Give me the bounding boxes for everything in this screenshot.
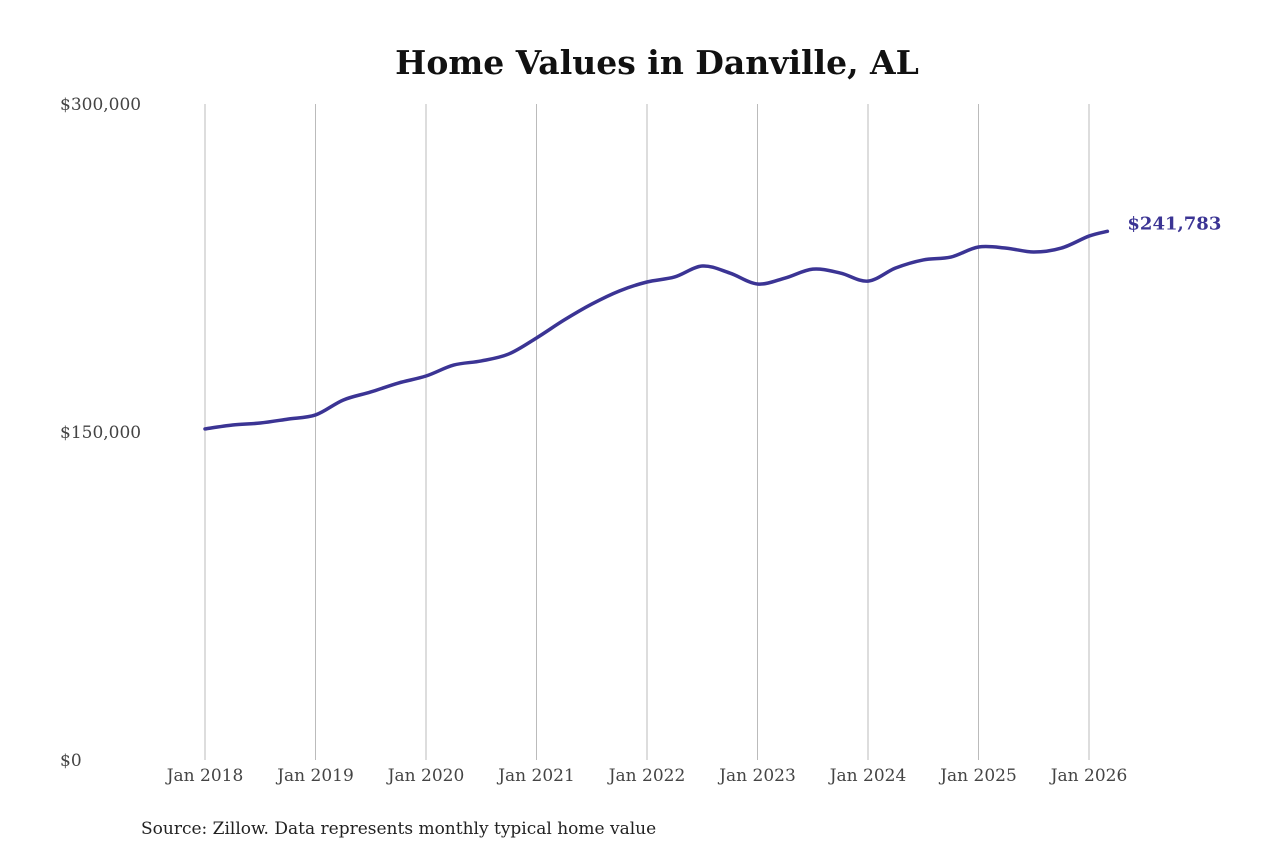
x-tick-label: Jan 2019 (275, 766, 354, 786)
chart-title: Home Values in Danville, AL (395, 43, 919, 82)
y-tick-label: $0 (60, 751, 82, 771)
y-tick-label: $150,000 (60, 423, 141, 443)
x-tick-label: Jan 2023 (717, 766, 796, 786)
x-tick-label: Jan 2021 (496, 766, 575, 786)
x-tick-label: Jan 2020 (386, 766, 465, 786)
series-line (203, 229, 1110, 431)
x-tick-label: Jan 2018 (165, 766, 244, 786)
source-note: Source: Zillow. Data represents monthly … (141, 819, 656, 839)
x-tick-label: Jan 2026 (1049, 766, 1128, 786)
y-tick-label: $300,000 (60, 95, 141, 115)
end-value-label: $241,783 (1127, 213, 1221, 234)
x-tick-label: Jan 2024 (828, 766, 907, 786)
x-tick-label: Jan 2025 (938, 766, 1017, 786)
x-tick-label: Jan 2022 (607, 766, 686, 786)
